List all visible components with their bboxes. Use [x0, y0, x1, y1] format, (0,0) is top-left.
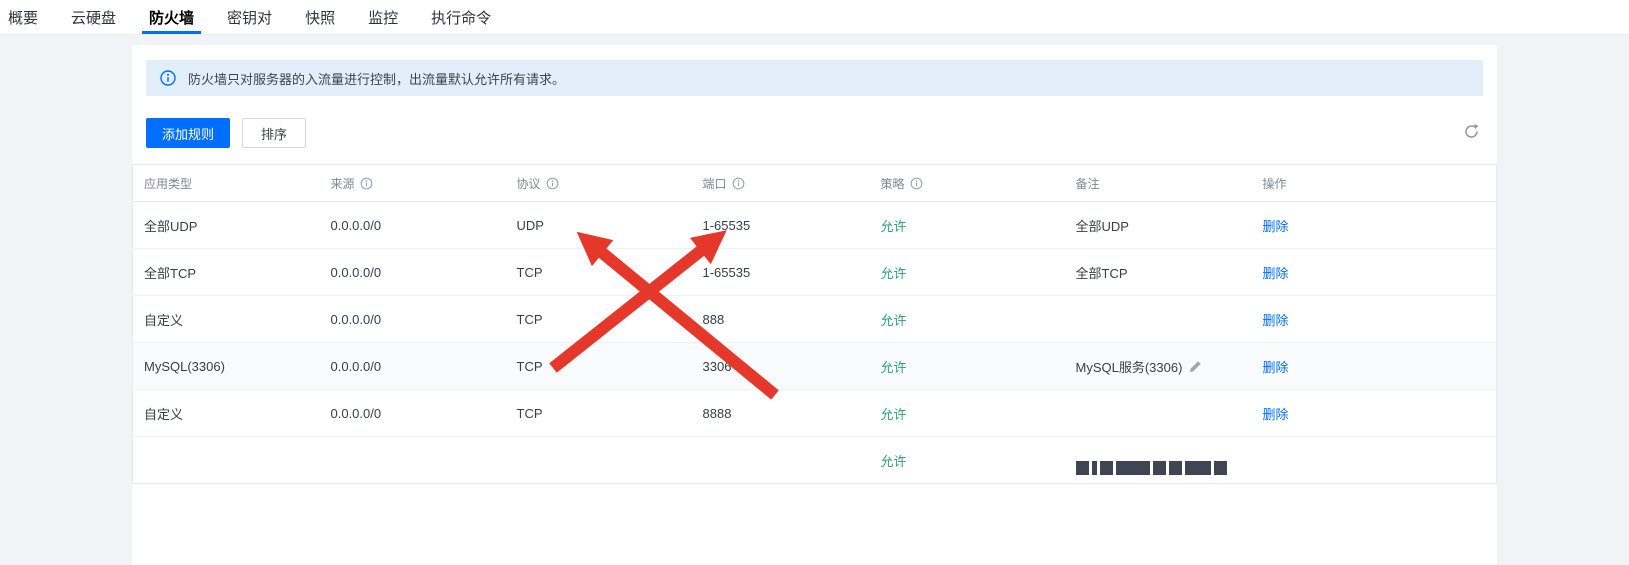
cell-protocol: TCP: [505, 248, 692, 296]
cell-protocol: TCP: [505, 295, 692, 343]
cell-remark: MySQL服务(3306): [1064, 342, 1252, 390]
tab-monitoring[interactable]: 监控: [368, 9, 399, 27]
clipped-remark-text: [1075, 460, 1252, 475]
cell-remark: [1064, 295, 1252, 343]
col-remark: 备注: [1064, 164, 1252, 202]
cell-operation: [1251, 436, 1497, 484]
cell-protocol: TCP: [505, 389, 692, 437]
info-icon[interactable]: [546, 177, 559, 190]
cell-source: 0.0.0.0/0: [319, 342, 506, 390]
cell-app-type: 全部TCP: [132, 248, 320, 296]
tab-snapshot[interactable]: 快照: [305, 9, 336, 27]
cell-source: 0.0.0.0/0: [319, 389, 506, 437]
cell-operation: 删除: [1251, 389, 1497, 437]
firewall-rules-table: 应用类型 来源 协议 端口 策略 备注 操作 全部UDP 0.0.0.0/0 U…: [132, 164, 1497, 484]
cell-app-type: 全部UDP: [132, 201, 320, 249]
delete-link[interactable]: 删除: [1262, 359, 1289, 375]
cell-port: 8888: [691, 389, 870, 437]
firewall-panel: 防火墙只对服务器的入流量进行控制，出流量默认允许所有请求。 添加规则 排序 应用…: [132, 45, 1497, 565]
table-row: MySQL(3306) 0.0.0.0/0 TCP 3306 允许 MySQL服…: [132, 342, 1497, 390]
table-row: 自定义 0.0.0.0/0 TCP 8888 允许 删除: [132, 389, 1497, 437]
table-header-row: 应用类型 来源 协议 端口 策略 备注 操作: [132, 164, 1497, 202]
cell-port: 888: [691, 295, 870, 343]
col-source: 来源: [319, 164, 506, 202]
firewall-info-banner: 防火墙只对服务器的入流量进行控制，出流量默认允许所有请求。: [146, 60, 1483, 96]
cell-policy: 允许: [869, 436, 1065, 484]
info-icon: [160, 70, 176, 86]
info-icon[interactable]: [732, 177, 745, 190]
cell-source: 0.0.0.0/0: [319, 295, 506, 343]
tab-cloud-disk[interactable]: 云硬盘: [71, 9, 117, 27]
delete-link[interactable]: 删除: [1262, 406, 1289, 422]
cell-app-type: 自定义: [132, 295, 320, 343]
tab-key-pair[interactable]: 密钥对: [227, 9, 273, 27]
cell-port: [691, 436, 870, 484]
cell-port: 3306: [691, 342, 870, 390]
cell-operation: 删除: [1251, 201, 1497, 249]
sort-button[interactable]: 排序: [242, 118, 307, 148]
table-row-partial: 允许: [132, 436, 1497, 484]
info-icon[interactable]: [360, 177, 373, 190]
tab-bar: 概要 云硬盘 防火墙 密钥对 快照 监控 执行命令: [0, 0, 1629, 35]
cell-port: 1-65535: [691, 201, 870, 249]
col-policy: 策略: [869, 164, 1065, 202]
table-row: 全部TCP 0.0.0.0/0 TCP 1-65535 允许 全部TCP 删除: [132, 248, 1497, 296]
cell-app-type: [132, 436, 320, 484]
add-rule-button[interactable]: 添加规则: [146, 118, 231, 148]
table-row: 全部UDP 0.0.0.0/0 UDP 1-65535 允许 全部UDP 删除: [132, 201, 1497, 249]
cell-remark: 全部UDP: [1064, 201, 1252, 249]
cell-operation: 删除: [1251, 248, 1497, 296]
banner-text: 防火墙只对服务器的入流量进行控制，出流量默认允许所有请求。: [188, 71, 566, 87]
edit-remark-icon[interactable]: [1189, 360, 1202, 373]
cell-policy: 允许: [869, 201, 1065, 249]
cell-source: [319, 436, 506, 484]
cell-protocol: UDP: [505, 201, 692, 249]
cell-policy: 允许: [869, 342, 1065, 390]
cell-remark: [1064, 389, 1252, 437]
cell-app-type: MySQL(3306): [132, 342, 320, 390]
delete-link[interactable]: 删除: [1262, 312, 1289, 328]
cell-policy: 允许: [869, 389, 1065, 437]
toolbar: 添加规则 排序: [146, 118, 1483, 148]
cell-port: 1-65535: [691, 248, 870, 296]
cell-protocol: [505, 436, 692, 484]
col-port: 端口: [691, 164, 870, 202]
refresh-button[interactable]: [1459, 121, 1483, 145]
cell-operation: 删除: [1251, 342, 1497, 390]
info-icon[interactable]: [910, 177, 923, 190]
cell-source: 0.0.0.0/0: [319, 201, 506, 249]
delete-link[interactable]: 删除: [1262, 265, 1289, 281]
cell-app-type: 自定义: [132, 389, 320, 437]
cell-protocol: TCP: [505, 342, 692, 390]
col-app-type: 应用类型: [132, 164, 320, 202]
cell-remark: 全部TCP: [1064, 248, 1252, 296]
table-row: 自定义 0.0.0.0/0 TCP 888 允许 删除: [132, 295, 1497, 343]
tab-run-command[interactable]: 执行命令: [431, 9, 492, 27]
tab-firewall[interactable]: 防火墙: [142, 0, 202, 34]
col-protocol: 协议: [505, 164, 692, 202]
cell-policy: 允许: [869, 248, 1065, 296]
cell-remark: [1064, 436, 1252, 484]
cell-source: 0.0.0.0/0: [319, 248, 506, 296]
cell-operation: 删除: [1251, 295, 1497, 343]
col-operation: 操作: [1251, 164, 1497, 202]
cell-policy: 允许: [869, 295, 1065, 343]
refresh-icon: [1464, 124, 1478, 138]
delete-link[interactable]: 删除: [1262, 218, 1289, 234]
tab-overview[interactable]: 概要: [8, 9, 39, 27]
